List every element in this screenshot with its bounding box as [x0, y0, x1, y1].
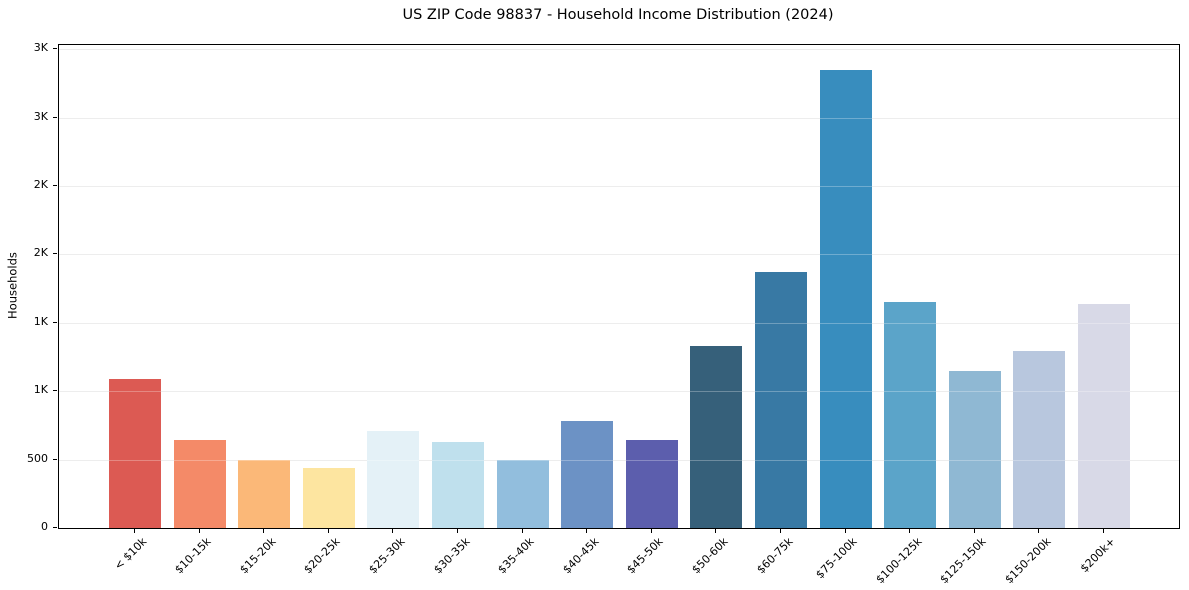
x-tick-label-5: $30-35k [430, 535, 473, 577]
x-tick-mark-2 [263, 529, 265, 533]
bar-45-50k [625, 439, 678, 528]
gridline-1500 [59, 322, 1179, 324]
y-tick-mark-3000 [53, 116, 57, 118]
x-tick-mark-3 [327, 529, 329, 533]
y-tick-mark-1500 [53, 321, 57, 323]
x-tick-label-14: $150-200k [1002, 535, 1054, 587]
gridline-1000 [59, 391, 1179, 393]
gridline-over-3500 [59, 49, 1179, 51]
y-tick-label-0: 0 [41, 520, 48, 533]
gridline-over-3000 [59, 117, 1179, 119]
x-tick-label-4: $25-30k [366, 535, 408, 577]
bar-10k [109, 378, 161, 528]
y-tick-mark-1000 [53, 390, 57, 392]
gridline-2000 [59, 254, 1179, 256]
x-tick-label-7: $40-45k [560, 535, 602, 577]
x-tick-mark-0 [134, 529, 135, 533]
x-tick-label-10: $60-75k [753, 535, 796, 577]
plot-area [58, 44, 1180, 529]
gridline-over-2000 [59, 254, 1179, 256]
gridline-3000 [59, 117, 1179, 119]
gridline-2500 [59, 185, 1179, 187]
y-tick-mark-2500 [53, 184, 57, 186]
bar-20-25k [302, 467, 355, 528]
y-tick-mark-3500 [53, 48, 57, 50]
x-tick-mark-8 [650, 529, 652, 533]
x-tick-label-9: $50-60k [689, 535, 731, 577]
x-tick-mark-13 [973, 529, 975, 533]
x-tick-mark-6 [521, 529, 523, 533]
bar-50-60k [690, 346, 743, 528]
x-tick-mark-14 [1038, 529, 1040, 533]
x-tick-label-0: < $10k [111, 535, 150, 573]
bar-100-125k [884, 302, 937, 528]
x-tick-label-6: $35-40k [495, 535, 537, 577]
x-tick-mark-12 [909, 529, 911, 533]
gridline-500 [59, 459, 1179, 461]
y-tick-mark-2000 [53, 253, 57, 255]
x-tick-label-3: $20-25k [301, 535, 344, 577]
x-tick-label-15: $200k+ [1078, 535, 1119, 576]
x-tick-label-8: $45-50k [624, 535, 667, 577]
y-tick-label-3000: 3K [33, 109, 48, 123]
y-tick-label-1500: 1K [33, 314, 48, 328]
y-tick-label-1000: 1K [33, 383, 48, 397]
x-tick-mark-4 [392, 529, 394, 533]
gridline-over-2500 [59, 185, 1179, 187]
x-tick-mark-7 [586, 529, 588, 533]
x-tick-mark-9 [715, 529, 717, 533]
bar-125-150k [948, 370, 1001, 528]
x-tick-mark-10 [780, 529, 781, 533]
bar-15-20k [238, 460, 291, 528]
bar-10-15k [173, 440, 226, 528]
bar-40-45k [561, 421, 614, 528]
bar-75-100k [819, 69, 872, 528]
x-tick-label-13: $125-150k [937, 535, 990, 587]
x-tick-mark-1 [198, 529, 200, 533]
bar-150-200k [1013, 350, 1066, 528]
y-tick-label-3500: 3K [33, 41, 48, 55]
x-tick-label-1: $10-15k [172, 535, 214, 577]
bar-30-35k [432, 441, 484, 528]
gridline-over-500 [59, 459, 1179, 461]
bar-35-40k [496, 460, 549, 528]
bar-60-75k [755, 272, 807, 528]
gridline-over-1000 [59, 391, 1179, 393]
chart-title: US ZIP Code 98837 - Household Income Dis… [402, 7, 834, 23]
x-tick-label-11: $75-100k [813, 535, 860, 582]
x-tick-label-2: $15-20k [237, 535, 279, 577]
gridline-over-1500 [59, 322, 1179, 324]
x-tick-mark-5 [457, 529, 458, 533]
gridline-3500 [59, 49, 1179, 51]
x-tick-label-12: $100-125k [873, 535, 925, 587]
y-tick-label-2500: 2K [33, 177, 48, 191]
bar-200k+ [1078, 303, 1130, 528]
y-tick-label-500: 500 [27, 451, 48, 465]
y-tick-mark-0 [53, 527, 57, 528]
x-tick-mark-15 [1103, 529, 1104, 533]
y-tick-mark-500 [53, 458, 57, 460]
y-tick-label-2000: 2K [33, 246, 48, 260]
x-tick-mark-11 [844, 529, 846, 533]
bar-25-30k [367, 430, 420, 528]
